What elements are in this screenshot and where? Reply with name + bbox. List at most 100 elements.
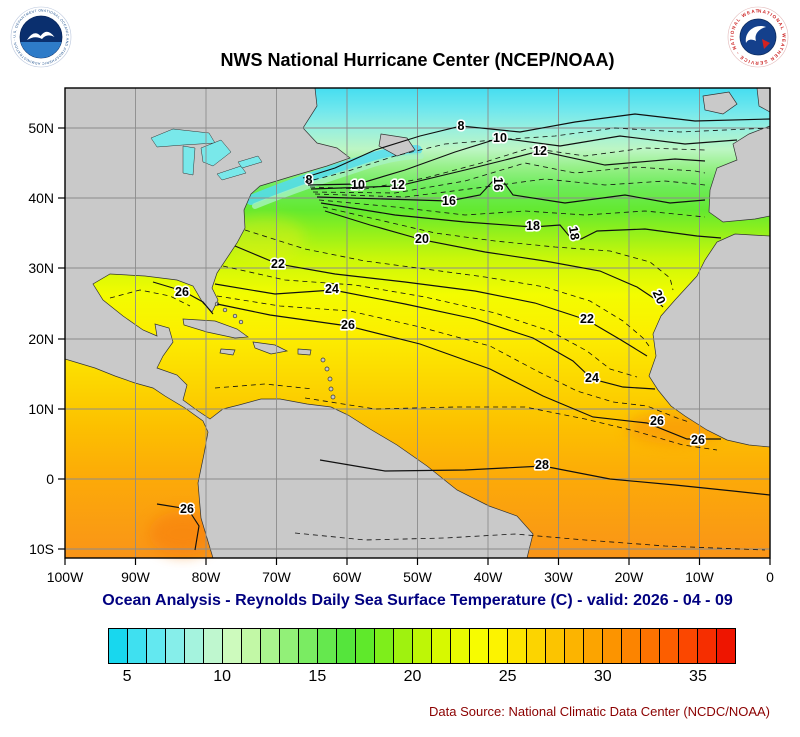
land-antilles [330,394,336,400]
colorbar-cell [261,629,280,663]
colorbar-cell [185,629,204,663]
colorbar-tick-label: 15 [308,668,327,685]
lat-tick-label: 10N [28,401,54,417]
noaa-logo-sea [20,42,62,59]
colorbar-cell [698,629,717,663]
contour-label-18: 18 [526,219,540,233]
lon-tick-label: 90W [121,569,151,585]
contour-line-21 [244,229,650,347]
nws-logo: NATIONAL WEATHER SERVICE - NATIONAL WEAT… [727,6,789,68]
noaa-logo: NATIONAL OCEANIC AND ATMOSPHERIC ADMINIS… [10,6,72,68]
contour-line-12 [310,150,706,190]
contour-label-20: 20 [415,232,429,246]
colorbar-cell [584,629,603,663]
land-antilles [324,366,330,372]
colorbar-cell [432,629,451,663]
colorbar-cell [128,629,147,663]
page-title: NWS National Hurricane Center (NCEP/NOAA… [220,50,615,70]
lat-tick-label: 20N [28,331,54,347]
lake-erie [216,165,247,181]
contour-label-22: 22 [271,257,285,271]
colorbar-cell [375,629,394,663]
contour-label-26: 26 [341,318,355,332]
lat-tick-label: 10S [29,541,54,557]
lat-tick-label: 30N [28,260,54,276]
land-bahamas [238,319,244,325]
gridlines-layer [65,88,770,558]
lon-tick-label: 70W [262,569,292,585]
nws-logo-storm-icon [762,39,770,49]
land-antilles [320,357,326,363]
lake-ontario [237,155,263,169]
lat-tick-label: 50N [28,120,54,136]
nws-logo-cloud-swirl-icon [745,25,766,43]
colorbar-cell [508,629,527,663]
axis-layer: 100W 90W 80W 70W 60W 50W 40W 30W 20W 10W 0 50N 40N 30… [28,120,774,585]
contour-line-27 [304,397,718,451]
colorbar-cell [280,629,299,663]
colorbar-labels: 5 10 15 20 25 30 35 [108,668,736,690]
land-africa [648,233,771,448]
colorbar-cell [451,629,470,663]
land-hispaniola [252,341,289,355]
contour-line-26 [152,281,214,315]
colorbar-cell [717,629,735,663]
contour-label-16: 16 [442,194,456,208]
colorbar-cell [679,629,698,663]
lat-tick-label: 40N [28,190,54,206]
colorbar-cell [109,629,128,663]
contour-label-26: 26 [180,502,194,516]
colorbar-cell [546,629,565,663]
contour-line-27 [109,289,191,307]
colorbar-cell [565,629,584,663]
contour-label-24: 24 [325,282,339,296]
colorbar-cell [356,629,375,663]
warm-pool-pacific [149,511,217,555]
contour-line-26 [216,303,721,440]
land-bahamas [232,313,238,319]
contour-line-13 [312,162,706,194]
colorbar-cell [603,629,622,663]
colorbar-tick-label: 5 [122,668,132,685]
land-bahamas [222,307,228,313]
lakes-layer [150,128,263,181]
land-puerto-rico [297,348,312,356]
lon-tick-label: 100W [47,569,84,585]
land-newfoundland [378,133,416,157]
contour-line-16 [316,180,706,204]
contour-line-26 [156,503,200,551]
colorbar-cell [622,629,641,663]
colorbar-cell [223,629,242,663]
land-jamaica [219,348,236,356]
lon-tick-label: 0 [766,569,774,585]
colorbar-cell [166,629,185,663]
lake-huron [200,139,232,167]
colorbar-cell [641,629,660,663]
colorbar-cell [413,629,432,663]
contour-line-28 [319,459,771,496]
colorbar-cell [242,629,261,663]
contour-line-8 [302,113,771,179]
colorbar-tick-label: 35 [689,668,707,685]
colorbar-tick-label: 25 [498,668,517,685]
colorbar-cell [660,629,679,663]
colorbar-cell [318,629,337,663]
colorbar-tick-label: 10 [213,668,232,685]
land-cuba [182,318,249,339]
land-antilles [328,386,334,392]
lon-tick-label: 30W [544,569,574,585]
contour-label-26: 26 [650,414,664,428]
colorbar [108,628,736,664]
colorbar-cell [204,629,223,663]
lon-tick-label: 20W [615,569,645,585]
colorbar-cell [470,629,489,663]
lon-tick-label: 60W [333,569,363,585]
contour-line-20 [324,210,664,308]
land-ireland [702,91,738,115]
contour-line-9 [304,127,771,183]
contour-line-10 [307,135,738,186]
lon-tick-label: 40W [474,569,504,585]
